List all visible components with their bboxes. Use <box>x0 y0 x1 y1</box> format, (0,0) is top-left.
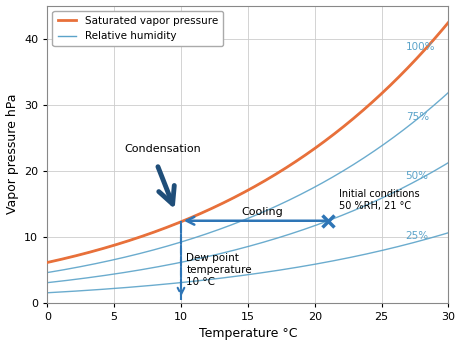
Text: Condensation: Condensation <box>125 144 201 154</box>
Text: 100%: 100% <box>406 42 435 52</box>
Text: Dew point
temperature
10 °C: Dew point temperature 10 °C <box>186 253 252 286</box>
Legend: Saturated vapor pressure, Relative humidity: Saturated vapor pressure, Relative humid… <box>53 11 223 46</box>
Text: 75%: 75% <box>406 112 429 122</box>
X-axis label: Temperature °C: Temperature °C <box>199 327 297 340</box>
Text: Initial conditions
50 %RH, 21 °C: Initial conditions 50 %RH, 21 °C <box>339 189 420 211</box>
Text: Cooling: Cooling <box>241 208 283 217</box>
Y-axis label: Vapor pressure hPa: Vapor pressure hPa <box>6 94 18 215</box>
Text: 25%: 25% <box>406 231 429 241</box>
Text: 50%: 50% <box>406 171 429 181</box>
